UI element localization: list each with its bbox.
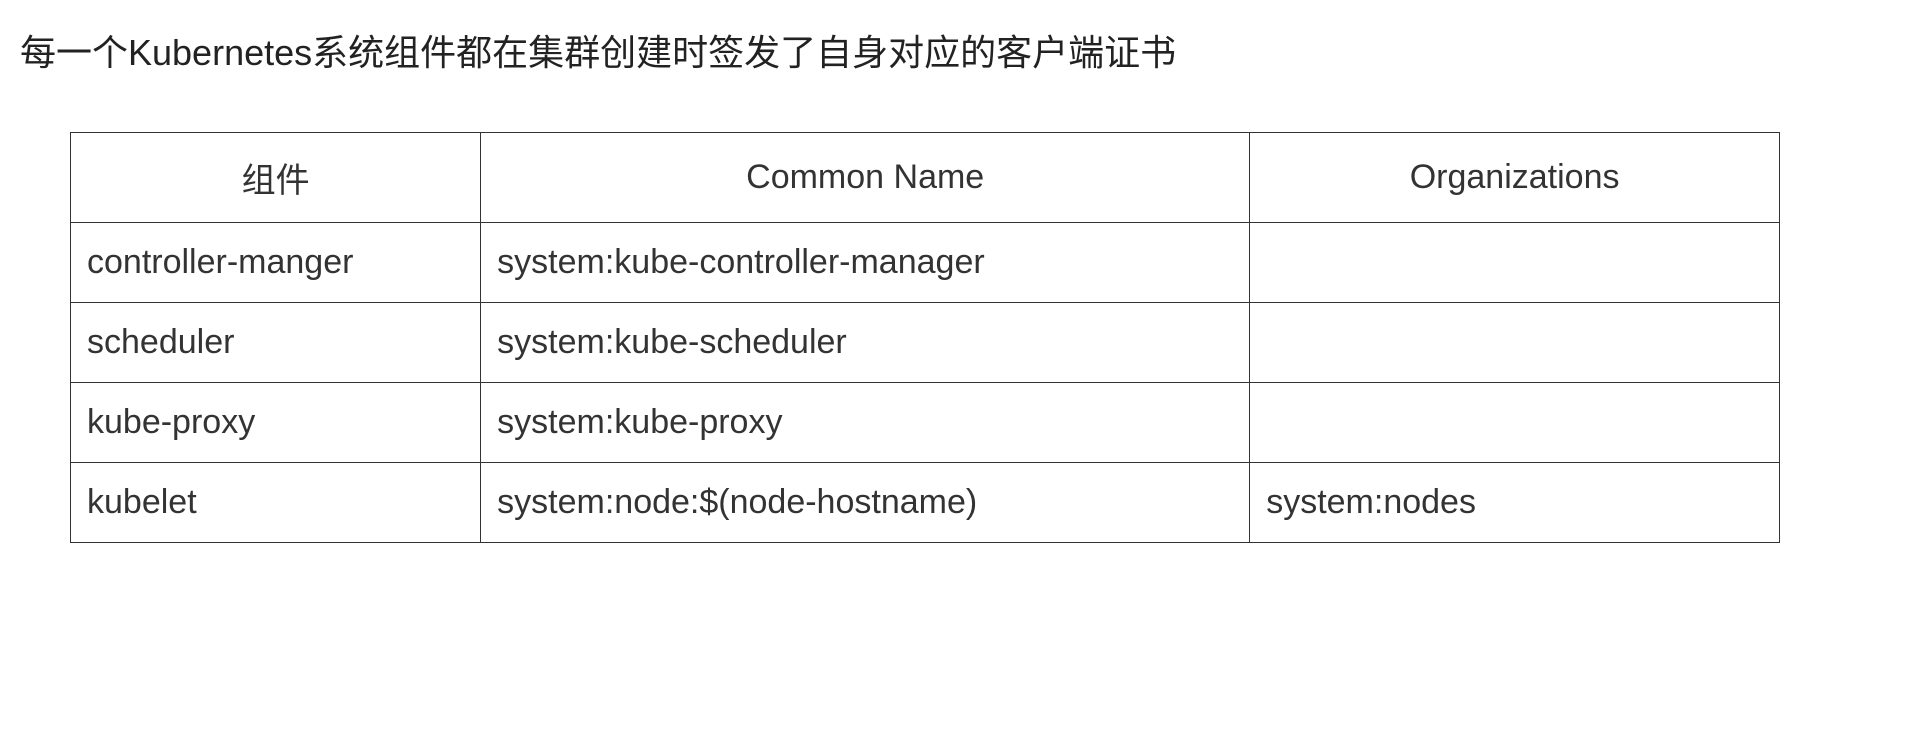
col-header-component: 组件 <box>71 133 481 223</box>
cell-organizations <box>1250 223 1780 303</box>
table-row: kube-proxy system:kube-proxy <box>71 383 1780 463</box>
cell-organizations: system:nodes <box>1250 463 1780 543</box>
page-heading: 每一个Kubernetes系统组件都在集群创建时签发了自身对应的客户端证书 <box>20 24 1900 76</box>
cell-common-name: system:kube-proxy <box>481 383 1250 463</box>
cell-component: kube-proxy <box>71 383 481 463</box>
cell-common-name: system:kube-controller-manager <box>481 223 1250 303</box>
cell-component: controller-manger <box>71 223 481 303</box>
cell-common-name: system:node:$(node-hostname) <box>481 463 1250 543</box>
cell-component: scheduler <box>71 303 481 383</box>
table-header-row: 组件 Common Name Organizations <box>71 133 1780 223</box>
cell-organizations <box>1250 383 1780 463</box>
col-header-common-name: Common Name <box>481 133 1250 223</box>
components-table: 组件 Common Name Organizations controller-… <box>70 132 1780 543</box>
table-container: 组件 Common Name Organizations controller-… <box>20 132 1900 543</box>
cell-component: kubelet <box>71 463 481 543</box>
table-row: kubelet system:node:$(node-hostname) sys… <box>71 463 1780 543</box>
cell-common-name: system:kube-scheduler <box>481 303 1250 383</box>
cell-organizations <box>1250 303 1780 383</box>
col-header-organizations: Organizations <box>1250 133 1780 223</box>
table-row: scheduler system:kube-scheduler <box>71 303 1780 383</box>
table-row: controller-manger system:kube-controller… <box>71 223 1780 303</box>
